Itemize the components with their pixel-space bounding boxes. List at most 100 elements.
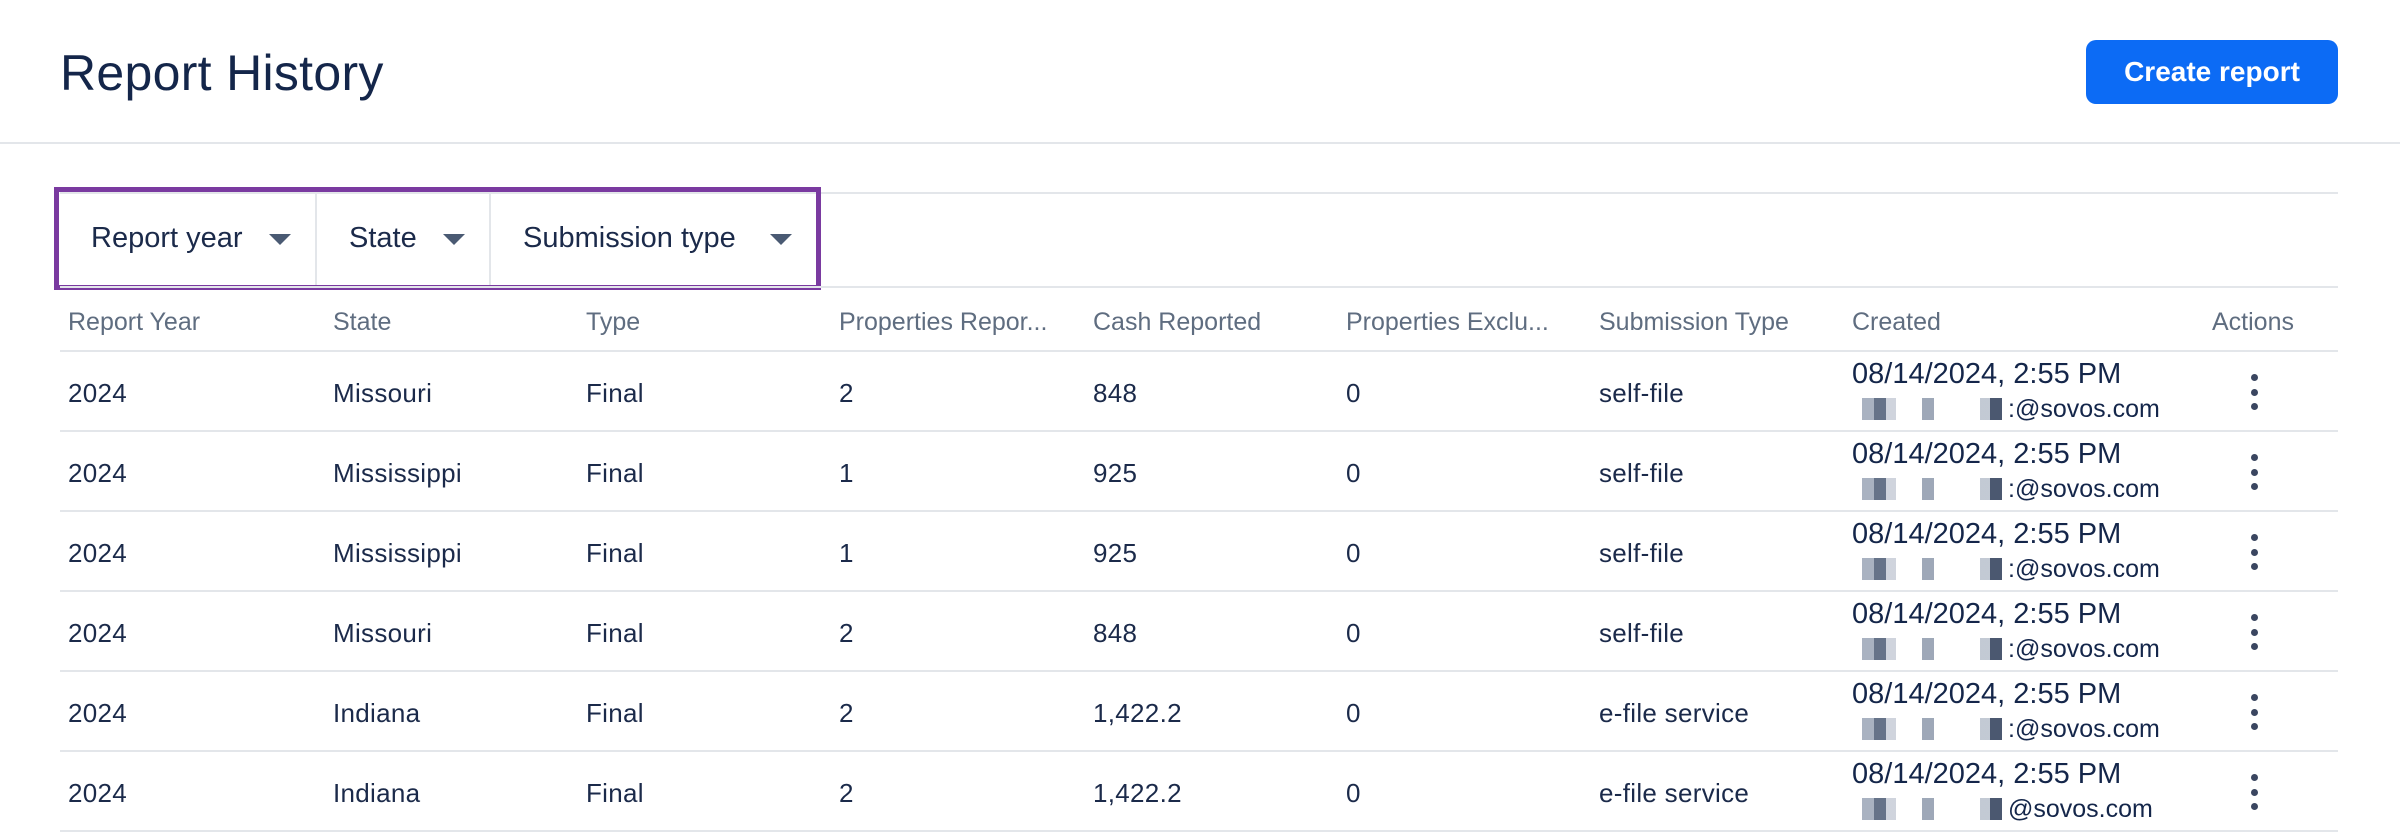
table-row[interactable]: 2024 Indiana Final 2 1,422.2 0 e-file se…	[60, 672, 2338, 752]
cell-created-date: 08/14/2024, 2:55 PM	[1852, 678, 2122, 710]
cell-type: Final	[586, 378, 644, 408]
row-actions-kebab-icon[interactable]	[2248, 614, 2260, 650]
column-header-properties-reported[interactable]: Properties Repor...	[839, 308, 1048, 336]
cell-properties-reported: 2	[839, 618, 854, 648]
report-year-filter[interactable]: Report year	[59, 192, 315, 285]
cell-properties-excluded: 0	[1346, 378, 1361, 408]
cell-properties-reported: 2	[839, 698, 854, 728]
cell-state: Indiana	[333, 698, 421, 728]
column-header-cash-reported[interactable]: Cash Reported	[1093, 308, 1262, 336]
cell-state: Mississippi	[333, 458, 462, 488]
column-header-created[interactable]: Created	[1852, 308, 1941, 336]
filter-bar: Report year State Submission type	[54, 187, 821, 290]
cell-cash-reported: 925	[1093, 458, 1138, 488]
table-row[interactable]: 2024 Mississippi Final 1 925 0 self-file…	[60, 512, 2338, 592]
redacted-text	[1852, 398, 2002, 420]
table-header: Report Year State Type Properties Repor.…	[60, 286, 2338, 352]
column-header-submission-type[interactable]: Submission Type	[1599, 308, 1789, 336]
cell-submission-type: self-file	[1599, 618, 1685, 648]
cell-created-by: :@sovos.com	[1852, 634, 2160, 664]
row-actions-kebab-icon[interactable]	[2248, 454, 2260, 490]
created-by-email: :@sovos.com	[2008, 554, 2160, 583]
redacted-text	[1852, 638, 2002, 660]
submission-type-filter[interactable]: Submission type	[489, 192, 816, 285]
cell-report-year: 2024	[68, 378, 128, 408]
created-by-email: :@sovos.com	[2008, 474, 2160, 503]
table-row[interactable]: 2024 Indiana Final 2 1,422.2 0 e-file se…	[60, 752, 2338, 832]
cell-properties-reported: 2	[839, 778, 854, 808]
cell-state: Missouri	[333, 618, 433, 648]
cell-submission-type: self-file	[1599, 538, 1685, 568]
cell-type: Final	[586, 458, 644, 488]
row-actions-kebab-icon[interactable]	[2248, 774, 2260, 810]
filter-divider	[60, 192, 2338, 194]
cell-cash-reported: 848	[1093, 378, 1138, 408]
column-header-actions: Actions	[2212, 308, 2294, 336]
cell-submission-type: e-file service	[1599, 698, 1750, 728]
cell-properties-reported: 2	[839, 378, 854, 408]
cell-report-year: 2024	[68, 538, 128, 568]
cell-submission-type: e-file service	[1599, 778, 1750, 808]
redacted-text	[1852, 478, 2002, 500]
redacted-text	[1852, 718, 2002, 740]
table-row[interactable]: 2024 Missouri Final 2 848 0 self-file 08…	[60, 352, 2338, 432]
cell-cash-reported: 1,422.2	[1093, 778, 1182, 808]
created-by-email: @sovos.com	[2008, 794, 2153, 823]
caret-down-icon	[269, 233, 291, 245]
cell-type: Final	[586, 778, 644, 808]
cell-created-by: :@sovos.com	[1852, 554, 2160, 584]
cell-cash-reported: 1,422.2	[1093, 698, 1182, 728]
table-row[interactable]: 2024 Mississippi Final 1 925 0 self-file…	[60, 432, 2338, 512]
state-filter-label: State	[349, 222, 417, 254]
cell-properties-excluded: 0	[1346, 538, 1361, 568]
row-actions-kebab-icon[interactable]	[2248, 694, 2260, 730]
cell-type: Final	[586, 538, 644, 568]
cell-properties-reported: 1	[839, 458, 854, 488]
cell-created-date: 08/14/2024, 2:55 PM	[1852, 358, 2122, 390]
column-header-properties-excluded[interactable]: Properties Exclu...	[1346, 308, 1549, 336]
cell-created-date: 08/14/2024, 2:55 PM	[1852, 518, 2122, 550]
cell-report-year: 2024	[68, 458, 128, 488]
submission-type-filter-label: Submission type	[523, 222, 736, 254]
state-filter[interactable]: State	[315, 192, 489, 285]
cell-created-by: :@sovos.com	[1852, 714, 2160, 744]
created-by-email: :@sovos.com	[2008, 714, 2160, 743]
redacted-text	[1852, 558, 2002, 580]
cell-created-date: 08/14/2024, 2:55 PM	[1852, 598, 2122, 630]
table-row[interactable]: 2024 Missouri Final 2 848 0 self-file 08…	[60, 592, 2338, 672]
column-header-state[interactable]: State	[333, 308, 392, 336]
cell-type: Final	[586, 698, 644, 728]
created-by-email: :@sovos.com	[2008, 634, 2160, 663]
cell-created-date: 08/14/2024, 2:55 PM	[1852, 758, 2122, 790]
report-history-table: Report Year State Type Properties Repor.…	[60, 286, 2338, 832]
cell-properties-excluded: 0	[1346, 698, 1361, 728]
cell-properties-excluded: 0	[1346, 778, 1361, 808]
column-header-report-year[interactable]: Report Year	[68, 308, 201, 336]
cell-report-year: 2024	[68, 778, 128, 808]
cell-cash-reported: 848	[1093, 618, 1138, 648]
create-report-button[interactable]: Create report	[2086, 40, 2338, 104]
cell-report-year: 2024	[68, 618, 128, 648]
caret-down-icon	[443, 233, 465, 245]
cell-properties-excluded: 0	[1346, 618, 1361, 648]
page-title: Report History	[60, 45, 384, 101]
cell-created-by: @sovos.com	[1852, 794, 2153, 824]
cell-created-date: 08/14/2024, 2:55 PM	[1852, 438, 2122, 470]
cell-state: Mississippi	[333, 538, 462, 568]
cell-state: Missouri	[333, 378, 433, 408]
cell-type: Final	[586, 618, 644, 648]
page-header: Report History Create report	[0, 0, 2400, 144]
cell-submission-type: self-file	[1599, 458, 1685, 488]
created-by-email: :@sovos.com	[2008, 394, 2160, 423]
row-actions-kebab-icon[interactable]	[2248, 374, 2260, 410]
cell-cash-reported: 925	[1093, 538, 1138, 568]
cell-properties-reported: 1	[839, 538, 854, 568]
cell-state: Indiana	[333, 778, 421, 808]
cell-submission-type: self-file	[1599, 378, 1685, 408]
redacted-text	[1852, 798, 2002, 820]
cell-properties-excluded: 0	[1346, 458, 1361, 488]
cell-report-year: 2024	[68, 698, 128, 728]
column-header-type[interactable]: Type	[586, 308, 641, 336]
row-actions-kebab-icon[interactable]	[2248, 534, 2260, 570]
report-year-filter-label: Report year	[91, 222, 243, 254]
